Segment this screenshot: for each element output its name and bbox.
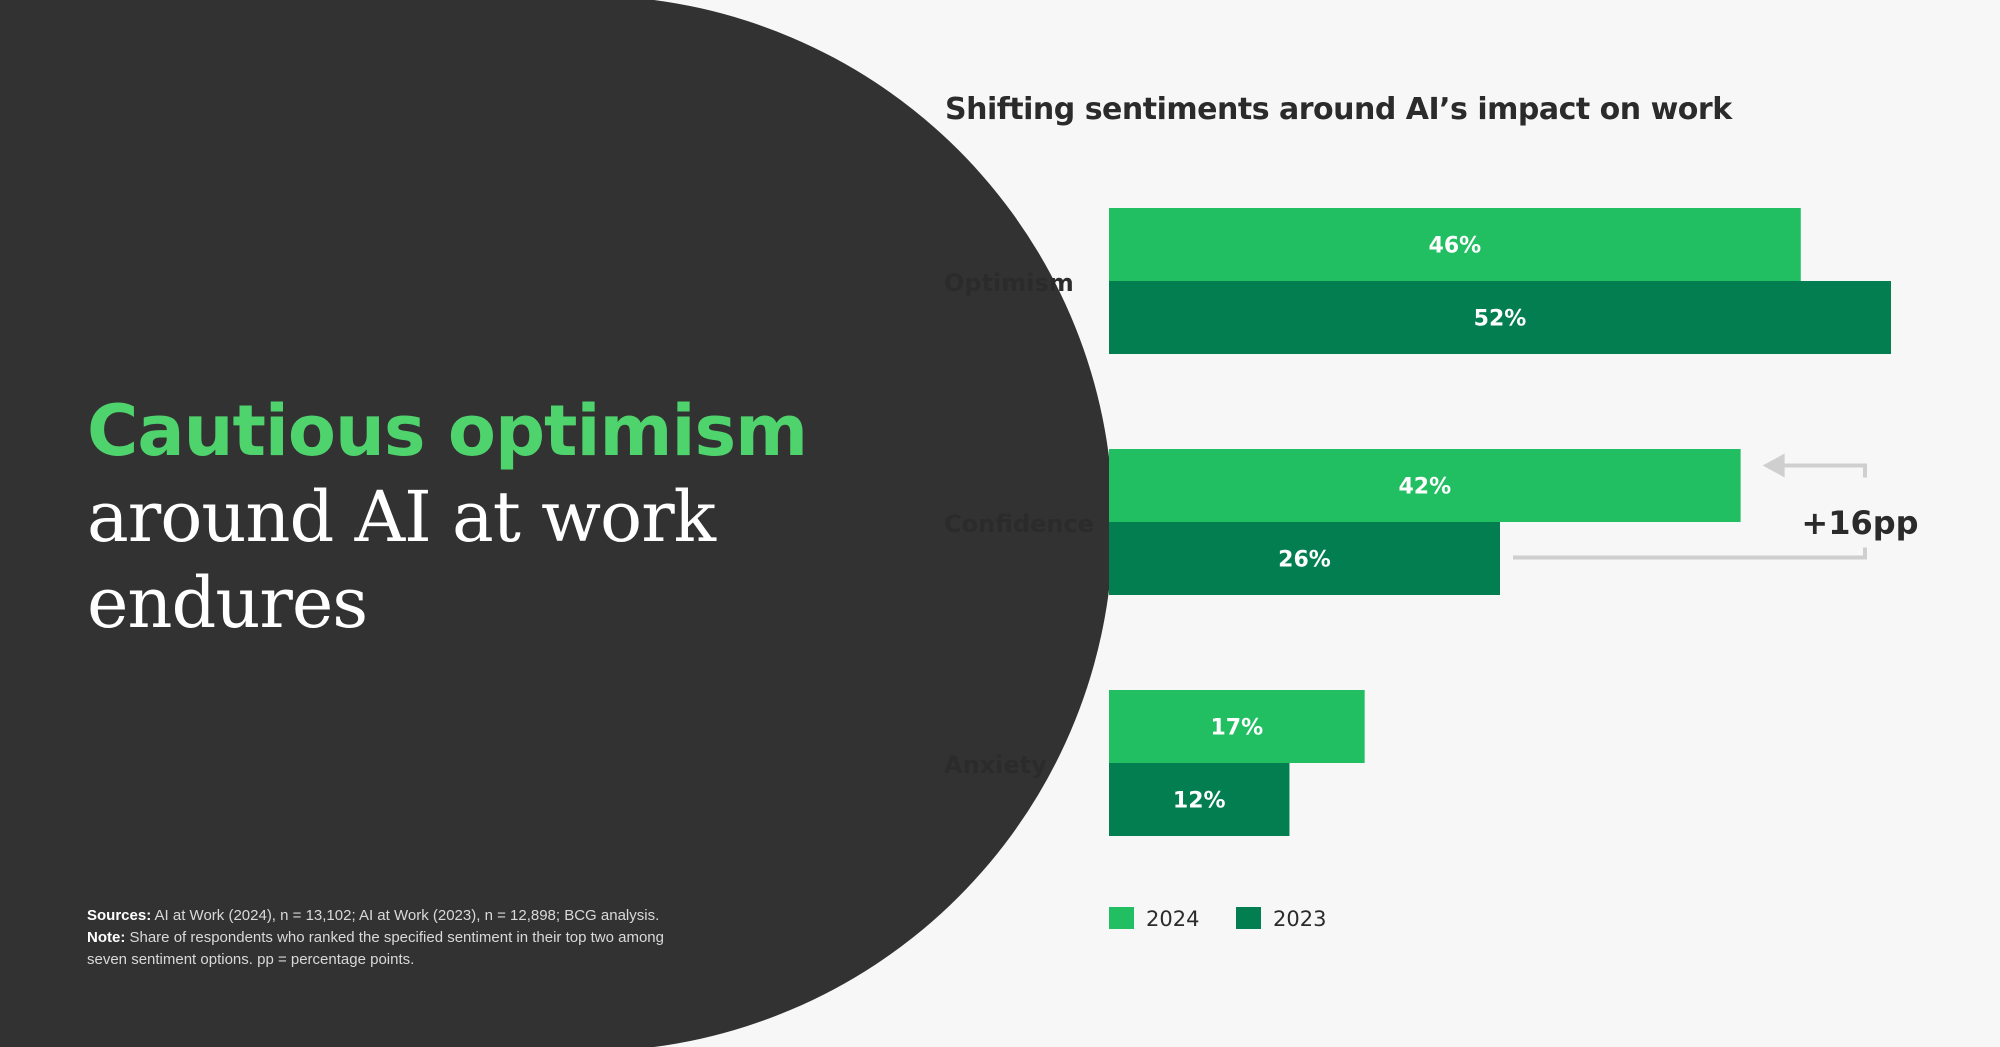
note-label: Note: [87, 929, 126, 946]
legend-label-2024: 2024 [1146, 907, 1199, 931]
headline: Cautious optimism around AI at work endu… [87, 388, 847, 646]
bar-anxiety-2024 [1109, 690, 1365, 763]
note-text: Share of respondents who ranked the spec… [87, 929, 664, 968]
footnotes: Sources: AI at Work (2024), n = 13,102; … [87, 905, 707, 971]
difference-arrowhead-icon [1762, 453, 1785, 478]
bar-optimism-2023 [1109, 281, 1891, 354]
sources-text: AI at Work (2024), n = 13,102; AI at Wor… [151, 907, 660, 924]
chart-title: Shifting sentiments around AI’s impact o… [945, 92, 1732, 127]
data-label-anxiety-2024: 17% [1210, 716, 1263, 741]
note-text-block: Note: Share of respondents who ranked th… [87, 927, 707, 971]
data-label-optimism-2024: 46% [1429, 234, 1482, 259]
headline-accent: Cautious optimism [87, 390, 808, 472]
bar-confidence-2024 [1109, 449, 1741, 522]
category-label-anxiety: Anxiety [944, 751, 1047, 779]
category-label-optimism: Optimism [944, 269, 1074, 297]
legend-swatch-2024 [1109, 907, 1134, 929]
difference-label: +16pp [1801, 504, 1918, 542]
sources-note: Sources: AI at Work (2024), n = 13,102; … [87, 905, 707, 927]
data-label-anxiety-2023: 12% [1173, 789, 1226, 814]
bar-optimism-2024 [1109, 208, 1801, 281]
headline-rest: around AI at work endures [87, 476, 716, 644]
data-label-optimism-2023: 52% [1474, 307, 1527, 332]
data-label-confidence-2024: 42% [1398, 475, 1451, 500]
legend-swatch-2023 [1236, 907, 1261, 929]
bar-anxiety-2023 [1109, 763, 1290, 836]
legend-label-2023: 2023 [1273, 907, 1326, 931]
difference-bracket [1513, 463, 1867, 560]
bar-confidence-2023 [1109, 522, 1500, 595]
sources-label: Sources: [87, 907, 152, 924]
data-label-confidence-2023: 26% [1278, 548, 1331, 573]
category-label-confidence: Confidence [944, 510, 1094, 538]
